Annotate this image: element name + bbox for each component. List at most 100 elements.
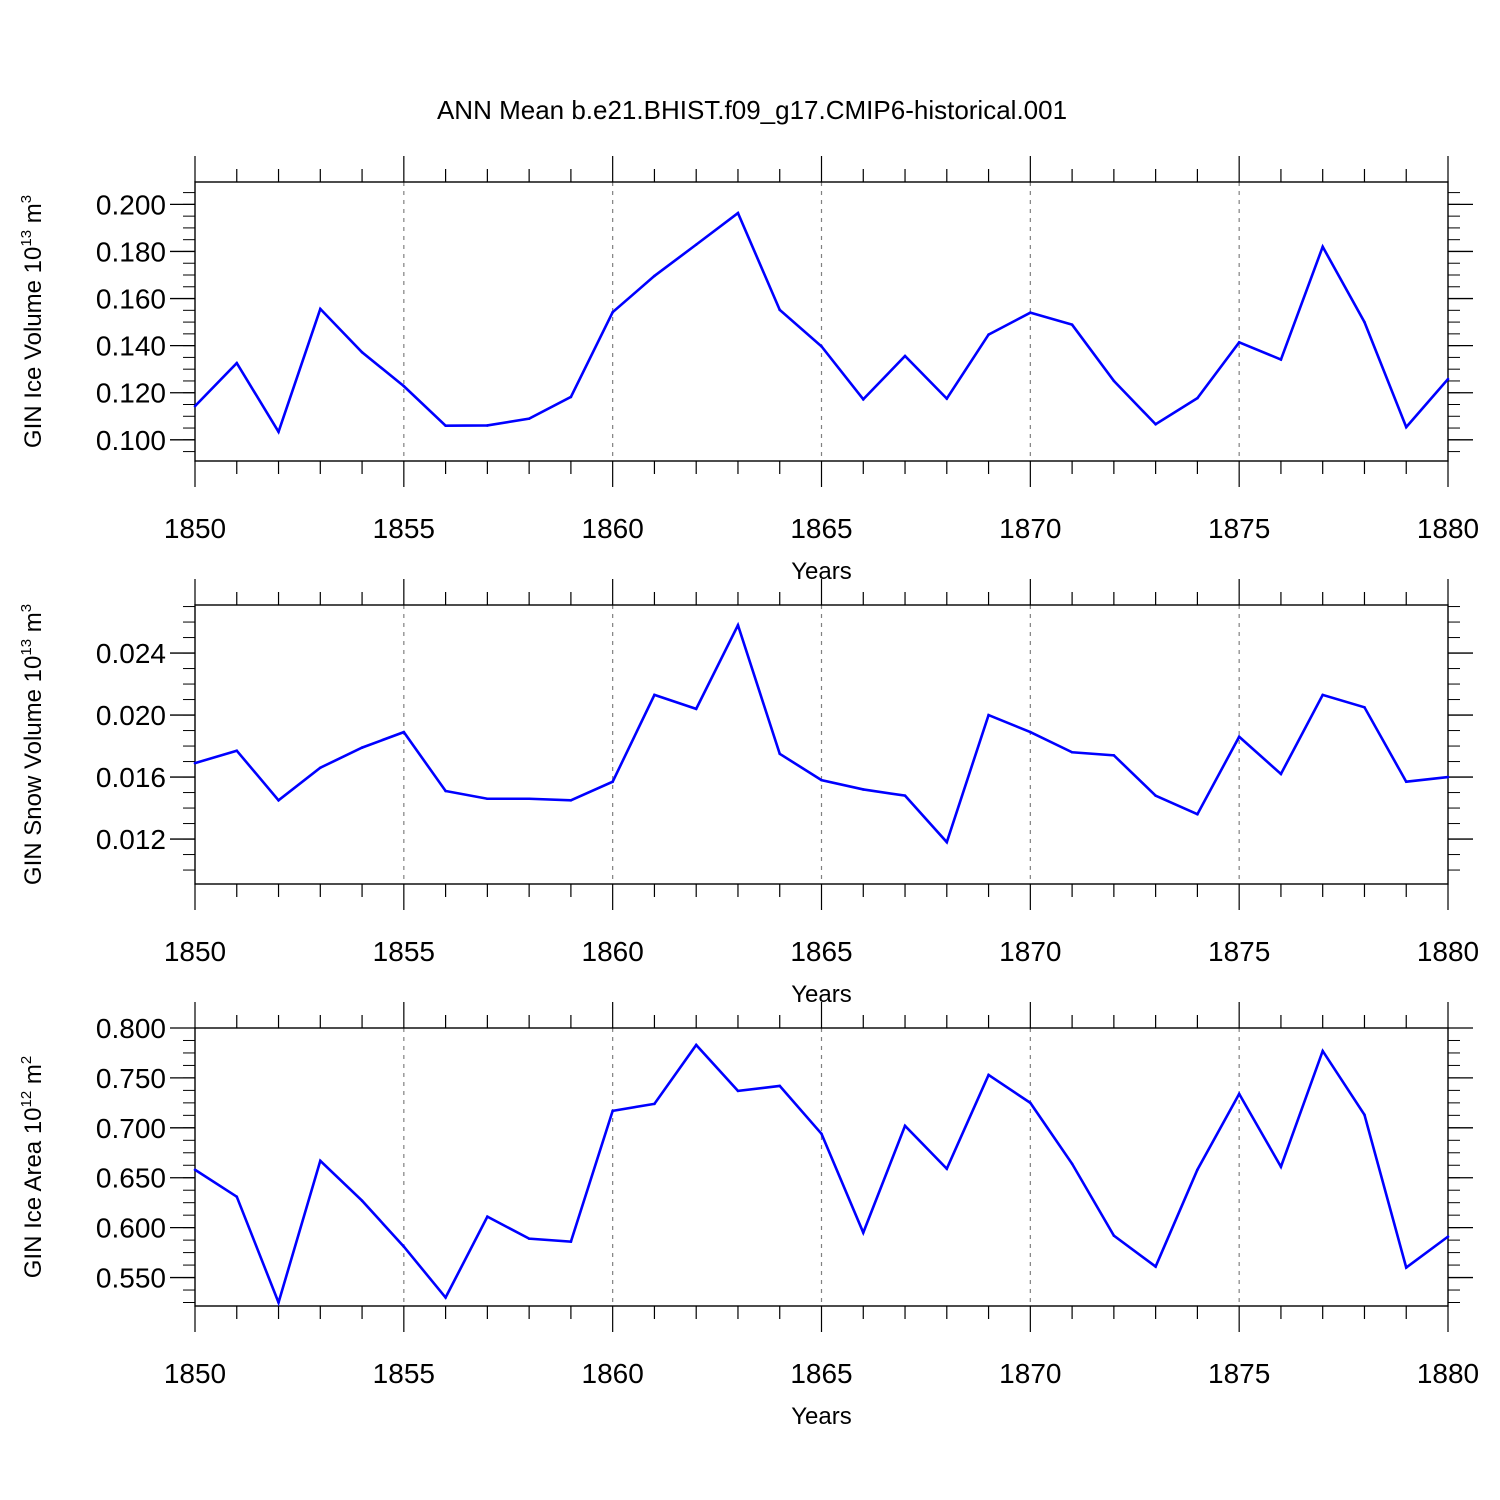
panel-1-data-point-1863 xyxy=(736,211,740,215)
panel-1-data-point-1867 xyxy=(903,354,907,358)
panel-1-data-point-1856 xyxy=(444,424,447,427)
panel-1-data-point-1872 xyxy=(1112,379,1116,383)
panel-2-data-point-1861 xyxy=(653,693,656,697)
panel-3-data-point-1851 xyxy=(235,1195,239,1198)
chart-panel-2: 1850 1855 1860 1865 1870 1875 1880Years0.0120.… xyxy=(18,579,1479,1008)
panel-3-data-point-1868 xyxy=(945,1167,949,1171)
panel-1-data-point-1873 xyxy=(1154,422,1157,426)
panel-3-data-point-1859 xyxy=(569,1240,573,1243)
panel-3-data-point-1863 xyxy=(736,1089,740,1093)
panel-1-y-tick-label-1: 0.120 xyxy=(96,378,166,409)
panel-1-data-point-1861 xyxy=(653,274,656,278)
panel-3-data-point-1857 xyxy=(486,1215,489,1218)
panel-2-x-tick-label-2: 1860 xyxy=(582,936,644,967)
panel-2-data-point-1873 xyxy=(1154,794,1157,797)
panel-3-data-point-1878 xyxy=(1363,1113,1366,1117)
panel-1-data-point-1880 xyxy=(1446,377,1450,381)
panel-2-y-tick-label-2: 0.020 xyxy=(96,700,166,731)
panel-2-data-point-1862 xyxy=(694,707,698,711)
panel-1-x-tick-label-2: 1860 xyxy=(582,513,644,544)
panel-1-data-point-1865 xyxy=(820,345,823,348)
panel-1-data-point-1866 xyxy=(861,398,865,401)
panel-1-data-point-1857 xyxy=(486,424,489,427)
panel-3-data-point-1877 xyxy=(1321,1049,1324,1053)
panel-1-y-tick-label-3: 0.160 xyxy=(96,284,166,315)
panel-1-data-point-1853 xyxy=(319,307,322,311)
panel-2-data-point-1872 xyxy=(1112,754,1116,757)
panel-3-x-tick-label-0: 1850 xyxy=(164,1358,226,1389)
panel-2-data-point-1865 xyxy=(820,778,823,782)
panel-3-data-point-1855 xyxy=(402,1245,406,1248)
panel-3-data-point-1858 xyxy=(527,1237,531,1240)
panel-2-x-tick-label-0: 1850 xyxy=(164,936,226,967)
panel-3-y-tick-label-3: 0.700 xyxy=(96,1113,166,1144)
panel-2-data-point-1853 xyxy=(319,766,322,770)
panel-3-data-point-1853 xyxy=(319,1159,322,1163)
panel-2-data-point-1877 xyxy=(1321,693,1324,697)
panel-3-data-point-1862 xyxy=(694,1043,698,1047)
panel-2-data-point-1858 xyxy=(527,797,531,801)
panel-3-x-tick-label-6: 1880 xyxy=(1417,1358,1479,1389)
panel-1-data-point-1860 xyxy=(611,310,614,314)
panel-2-y-tick-label-3: 0.024 xyxy=(96,638,166,669)
panel-2-data-point-1851 xyxy=(235,749,239,752)
panel-1-x-tick-label-0: 1850 xyxy=(164,513,226,544)
panel-2-y-tick-label-0: 0.012 xyxy=(96,824,166,855)
panel-1-data-point-1864 xyxy=(778,308,782,312)
panel-2-data-point-1860 xyxy=(611,780,614,783)
panel-1-data-point-1874 xyxy=(1196,396,1199,400)
panel-2-data-point-1880 xyxy=(1446,775,1450,779)
panel-1-x-tick-label-1: 1855 xyxy=(373,513,435,544)
panel-1-data-point-1854 xyxy=(360,350,364,354)
panel-3-y-tick-label-4: 0.750 xyxy=(96,1063,166,1094)
panel-2-x-tick-label-5: 1875 xyxy=(1208,936,1270,967)
panel-1-data-point-1868 xyxy=(945,397,949,400)
panel-1-data-point-1876 xyxy=(1279,358,1283,361)
panel-1-x-tick-label-4: 1870 xyxy=(999,513,1061,544)
panel-3-data-point-1869 xyxy=(987,1073,990,1077)
panel-3-y-tick-label-2: 0.650 xyxy=(96,1163,166,1194)
chart-panel-1: 1850 1855 1860 1865 1870 1875 1880Years0.1000.… xyxy=(18,156,1479,585)
panel-2-data-point-1870 xyxy=(1029,730,1032,734)
panel-3-data-point-1879 xyxy=(1404,1266,1408,1269)
panel-1-data-point-1858 xyxy=(527,417,531,420)
panel-2-data-point-1868 xyxy=(945,840,949,844)
panel-2-data-point-1875 xyxy=(1237,735,1241,739)
panel-3-y-axis-label: GIN Ice Area 1012 m2 xyxy=(18,1056,47,1278)
panel-3-data-point-1864 xyxy=(778,1084,782,1088)
panel-2-y-tick-label-1: 0.016 xyxy=(96,762,166,793)
panel-2-data-point-1854 xyxy=(360,746,364,749)
panel-3-data-point-1872 xyxy=(1112,1234,1116,1237)
panel-2-x-tick-label-6: 1880 xyxy=(1417,936,1479,967)
panel-1-y-tick-label-5: 0.200 xyxy=(96,189,166,220)
panel-3-x-tick-label-5: 1875 xyxy=(1208,1358,1270,1389)
panel-2-data-point-1850 xyxy=(193,761,197,765)
panel-1-data-point-1875 xyxy=(1237,341,1241,344)
panel-1-data-point-1850 xyxy=(193,404,197,408)
panel-3-data-point-1854 xyxy=(360,1199,364,1202)
panel-3-y-tick-label-0: 0.550 xyxy=(96,1263,166,1294)
panel-1-data-point-1852 xyxy=(277,430,280,434)
panel-1-y-tick-label-0: 0.100 xyxy=(96,425,166,456)
panel-3-data-point-1873 xyxy=(1154,1265,1157,1268)
panel-3-y-tick-label-5: 0.800 xyxy=(96,1013,166,1044)
panel-2-data-point-1863 xyxy=(736,623,740,627)
panels: 1850 1855 1860 1865 1870 1875 1880 Years 0.100 0.… xyxy=(18,156,1479,1430)
panel-3-data-point-1850 xyxy=(193,1168,197,1172)
panel-3-x-axis-label: Years xyxy=(791,1403,852,1430)
panel-2-data-point-1867 xyxy=(903,794,907,797)
panel-2-data-point-1857 xyxy=(486,797,489,801)
panel-1-data-point-1870 xyxy=(1029,311,1032,314)
panel-3-x-tick-label-2: 1860 xyxy=(582,1358,644,1389)
panel-1-data-point-1879 xyxy=(1404,425,1408,429)
panel-1-data-point-1855 xyxy=(402,384,406,388)
panel-2-data-point-1874 xyxy=(1196,812,1199,816)
panel-1-data-point-1871 xyxy=(1070,323,1074,326)
panel-2-x-tick-label-3: 1865 xyxy=(790,936,852,967)
panel-2-data-point-1852 xyxy=(277,799,280,802)
panel-1-data-point-1851 xyxy=(235,361,239,365)
panel-2-x-tick-label-1: 1855 xyxy=(373,936,435,967)
panel-2-data-point-1876 xyxy=(1279,772,1283,776)
